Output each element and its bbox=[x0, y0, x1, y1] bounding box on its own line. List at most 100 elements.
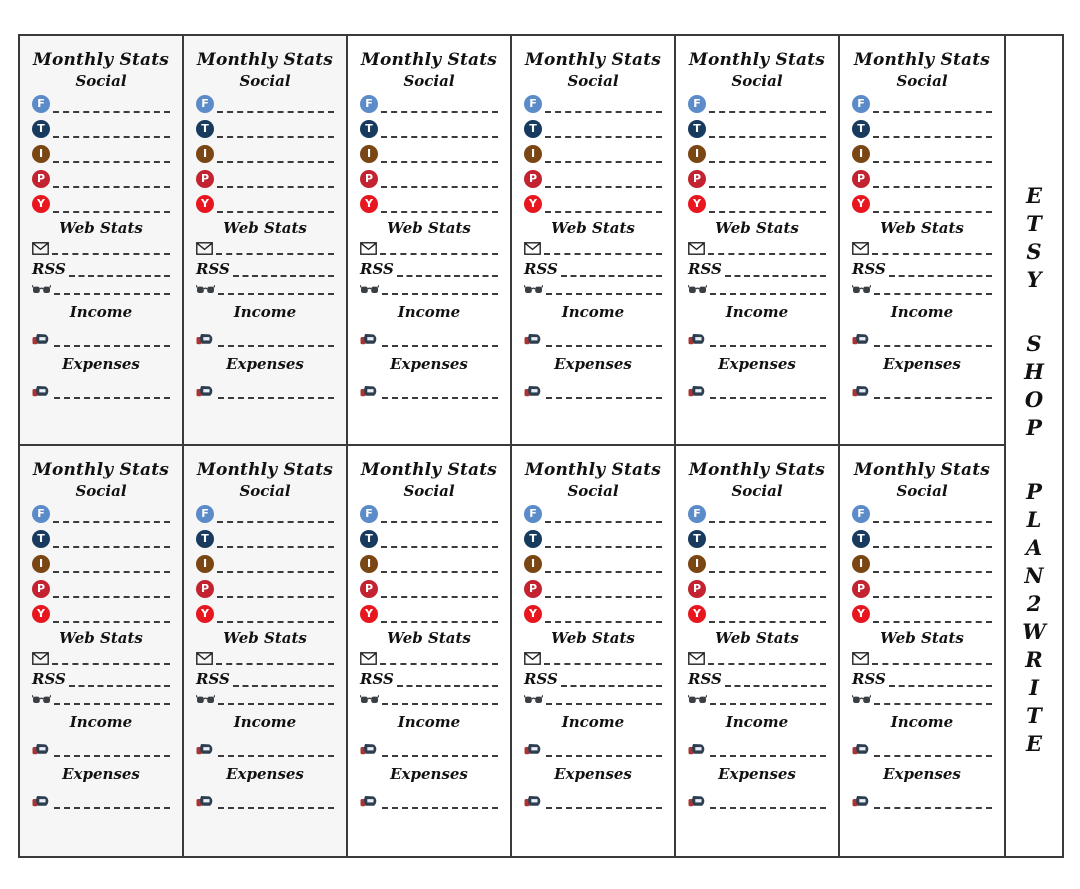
blank-line bbox=[874, 388, 992, 399]
pinterest-row: P bbox=[32, 580, 170, 598]
blank-line bbox=[724, 266, 826, 277]
card-title: Monthly Stats bbox=[688, 460, 826, 480]
twitter-row: T bbox=[360, 120, 498, 138]
glasses-icon bbox=[688, 284, 707, 295]
glasses-row bbox=[196, 284, 334, 295]
rss-row: RSS bbox=[524, 262, 662, 277]
youtube-icon: Y bbox=[196, 195, 214, 213]
instagram-icon: I bbox=[196, 145, 214, 163]
blank-line bbox=[381, 612, 498, 623]
youtube-icon: Y bbox=[360, 195, 378, 213]
blank-line bbox=[218, 746, 334, 757]
instagram-row: I bbox=[32, 555, 170, 573]
rss-label: RSS bbox=[196, 260, 230, 278]
pinterest-icon: P bbox=[32, 580, 50, 598]
youtube-row: Y bbox=[524, 195, 662, 213]
blank-line bbox=[545, 612, 662, 623]
blank-line bbox=[709, 512, 826, 523]
pinterest-icon: P bbox=[360, 580, 378, 598]
instagram-icon: I bbox=[360, 145, 378, 163]
sidebar-letter: R bbox=[1025, 647, 1043, 672]
blank-line bbox=[709, 562, 826, 573]
money-icon bbox=[852, 793, 871, 809]
blank-line bbox=[709, 102, 826, 113]
blank-line bbox=[54, 336, 170, 347]
instagram-row: I bbox=[196, 555, 334, 573]
blank-line bbox=[709, 127, 826, 138]
money-icon bbox=[524, 741, 543, 757]
income-heading: Income bbox=[890, 303, 954, 321]
blank-line bbox=[709, 537, 826, 548]
facebook-icon: F bbox=[32, 95, 50, 113]
rss-row: RSS bbox=[32, 262, 170, 277]
glasses-row bbox=[852, 284, 992, 295]
blank-line bbox=[52, 244, 170, 255]
blank-line bbox=[544, 654, 662, 665]
facebook-icon: F bbox=[688, 95, 706, 113]
instagram-row: I bbox=[524, 145, 662, 163]
social-heading: Social bbox=[239, 72, 291, 90]
blank-line bbox=[53, 102, 170, 113]
email-row bbox=[852, 242, 992, 255]
youtube-icon: Y bbox=[32, 605, 50, 623]
income-heading: Income bbox=[561, 303, 625, 321]
pinterest-icon: P bbox=[524, 170, 542, 188]
youtube-icon: Y bbox=[32, 195, 50, 213]
instagram-row: I bbox=[32, 145, 170, 163]
sidebar-letter: E bbox=[1025, 183, 1042, 208]
blank-line bbox=[381, 177, 498, 188]
sidebar-letter: S bbox=[1026, 239, 1042, 264]
monthly-stats-card: Monthly Stats Social F T I P Y Web Stats bbox=[676, 36, 840, 446]
glasses-icon bbox=[852, 694, 871, 705]
envelope-icon bbox=[360, 242, 377, 255]
facebook-row: F bbox=[196, 505, 334, 523]
expenses-row bbox=[688, 793, 826, 809]
facebook-icon: F bbox=[360, 505, 378, 523]
twitter-row: T bbox=[524, 120, 662, 138]
blank-line bbox=[381, 512, 498, 523]
income-heading: Income bbox=[725, 713, 789, 731]
blank-line bbox=[710, 798, 826, 809]
glasses-icon bbox=[196, 284, 215, 295]
youtube-row: Y bbox=[524, 605, 662, 623]
blank-line bbox=[218, 336, 334, 347]
envelope-icon bbox=[524, 242, 541, 255]
facebook-row: F bbox=[688, 505, 826, 523]
rss-row: RSS bbox=[32, 672, 170, 687]
monthly-stats-card: Monthly Stats Social F T I P Y Web Stats bbox=[840, 36, 1004, 446]
youtube-row: Y bbox=[852, 195, 992, 213]
card-title: Monthly Stats bbox=[32, 50, 170, 70]
monthly-stats-card: Monthly Stats Social F T I P Y Web Stats bbox=[20, 446, 184, 856]
blank-line bbox=[217, 562, 334, 573]
social-heading: Social bbox=[896, 72, 948, 90]
envelope-icon bbox=[196, 242, 213, 255]
income-row bbox=[32, 741, 170, 757]
youtube-row: Y bbox=[196, 195, 334, 213]
instagram-icon: I bbox=[32, 555, 50, 573]
blank-line bbox=[872, 654, 992, 665]
monthly-stats-card: Monthly Stats Social F T I P Y Web Stats bbox=[184, 446, 348, 856]
blank-line bbox=[380, 654, 498, 665]
envelope-icon bbox=[32, 242, 49, 255]
instagram-row: I bbox=[360, 555, 498, 573]
blank-line bbox=[873, 512, 992, 523]
blank-line bbox=[381, 127, 498, 138]
glasses-row bbox=[524, 284, 662, 295]
pinterest-row: P bbox=[852, 170, 992, 188]
web-stats-heading: Web Stats bbox=[880, 219, 964, 237]
blank-line bbox=[874, 694, 992, 705]
web-stats-heading: Web Stats bbox=[387, 219, 471, 237]
income-row bbox=[524, 331, 662, 347]
money-icon bbox=[196, 741, 215, 757]
money-icon bbox=[32, 383, 51, 399]
instagram-icon: I bbox=[32, 145, 50, 163]
blank-line bbox=[54, 388, 170, 399]
instagram-row: I bbox=[852, 555, 992, 573]
card-title: Monthly Stats bbox=[196, 460, 334, 480]
money-icon bbox=[32, 793, 51, 809]
instagram-row: I bbox=[852, 145, 992, 163]
blank-line bbox=[546, 388, 662, 399]
blank-line bbox=[53, 177, 170, 188]
